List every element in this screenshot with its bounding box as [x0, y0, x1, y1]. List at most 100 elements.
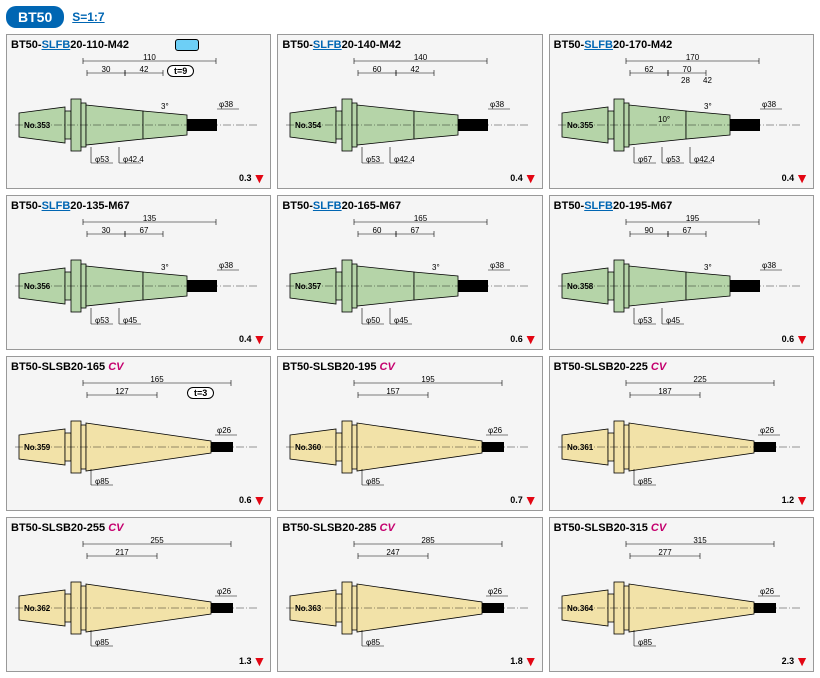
weight-indicator: 0.6▼: [782, 331, 809, 347]
part-cell: BT50-SLFB20-110-M4211030423°φ38No.353φ53…: [6, 34, 271, 189]
svg-text:42: 42: [411, 65, 420, 74]
weight-indicator: 2.3▼: [782, 653, 809, 669]
svg-text:67: 67: [682, 226, 691, 235]
t-badge: t=3: [187, 387, 214, 399]
svg-text:φ53: φ53: [366, 155, 381, 164]
part-number: BT50-SLFB20-195-M67: [554, 200, 809, 212]
weight-indicator: 1.3▼: [239, 653, 266, 669]
svg-text:3°: 3°: [161, 102, 169, 111]
part-number: BT50-SLSB20-315 CV: [554, 522, 809, 534]
svg-text:217: 217: [115, 548, 129, 557]
svg-text:φ85: φ85: [95, 477, 110, 486]
holder-svg: 165127φ26No.359φ85: [11, 375, 263, 493]
svg-text:φ42.4: φ42.4: [694, 155, 715, 164]
part-cell: BT50-SLSB20-255 CV255217φ26No.362φ851.3▼: [6, 517, 271, 672]
svg-text:φ85: φ85: [366, 638, 381, 647]
part-number: BT50-SLFB20-110-M42: [11, 39, 266, 51]
svg-text:60: 60: [373, 65, 382, 74]
svg-text:φ85: φ85: [638, 638, 653, 647]
svg-text:φ53: φ53: [95, 155, 110, 164]
svg-text:225: 225: [693, 375, 707, 384]
holder-svg: 19590673°φ38No.358φ53φ45: [554, 214, 806, 332]
svg-text:3°: 3°: [161, 263, 169, 272]
part-cell: BT50-SLSB20-225 CV225187φ26No.361φ851.2▼: [549, 356, 814, 511]
svg-text:3°: 3°: [704, 263, 712, 272]
svg-text:140: 140: [414, 53, 428, 62]
svg-text:315: 315: [693, 536, 707, 545]
svg-text:No.362: No.362: [24, 604, 51, 613]
svg-text:165: 165: [150, 375, 164, 384]
svg-text:φ45: φ45: [666, 316, 681, 325]
svg-text:135: 135: [143, 214, 157, 223]
holder-svg: 285247φ26No.363φ85: [282, 536, 534, 654]
svg-text:127: 127: [115, 387, 129, 396]
svg-text:67: 67: [411, 226, 420, 235]
svg-text:φ38: φ38: [219, 261, 234, 270]
svg-text:φ42.4: φ42.4: [394, 155, 415, 164]
part-grid: BT50-SLFB20-110-M4211030423°φ38No.353φ53…: [6, 34, 814, 672]
svg-text:φ26: φ26: [217, 426, 232, 435]
svg-text:φ26: φ26: [488, 587, 503, 596]
svg-text:3°: 3°: [704, 102, 712, 111]
part-cell: BT50-SLSB20-195 CV195157φ26No.360φ850.7▼: [277, 356, 542, 511]
svg-text:No.356: No.356: [24, 282, 51, 291]
part-number: BT50-SLFB20-165-M67: [282, 200, 537, 212]
bt-badge: BT50: [6, 6, 64, 28]
part-cell: BT50-SLSB20-285 CV285247φ26No.363φ851.8▼: [277, 517, 542, 672]
scale-label: S=1:7: [72, 10, 104, 24]
svg-text:φ67: φ67: [638, 155, 653, 164]
svg-text:42: 42: [140, 65, 149, 74]
svg-text:60: 60: [373, 226, 382, 235]
weight-indicator: 0.4▼: [782, 170, 809, 186]
svg-text:30: 30: [102, 226, 111, 235]
svg-text:28: 28: [681, 76, 690, 85]
weight-indicator: 0.3▼: [239, 170, 266, 186]
svg-text:62: 62: [644, 65, 653, 74]
weight-indicator: 0.6▼: [239, 492, 266, 508]
part-cell: BT50-SLSB20-315 CV315277φ26No.364φ852.3▼: [549, 517, 814, 672]
part-number: BT50-SLSB20-165 CV: [11, 361, 266, 373]
svg-text:195: 195: [422, 375, 436, 384]
svg-text:110: 110: [143, 53, 156, 62]
holder-svg: 13530673°φ38No.356φ53φ45: [11, 214, 263, 332]
part-cell: BT50-SLFB20-140-M421406042φ38No.354φ53φ4…: [277, 34, 542, 189]
svg-text:90: 90: [644, 226, 653, 235]
svg-text:No.358: No.358: [567, 282, 594, 291]
svg-text:φ45: φ45: [394, 316, 409, 325]
svg-text:67: 67: [140, 226, 149, 235]
svg-text:No.357: No.357: [295, 282, 322, 291]
header: BT50 S=1:7: [6, 6, 814, 28]
svg-text:42: 42: [703, 76, 712, 85]
weight-indicator: 0.6▼: [510, 331, 537, 347]
svg-text:φ85: φ85: [638, 477, 653, 486]
holder-svg: 225 187 φ26 No.361 φ85: [554, 375, 806, 493]
part-number: BT50-SLSB20-195 CV: [282, 361, 537, 373]
svg-text:285: 285: [422, 536, 436, 545]
holder-svg: 255217φ26No.362φ85: [11, 536, 263, 654]
svg-text:φ38: φ38: [490, 261, 505, 270]
svg-text:3°: 3°: [432, 263, 440, 272]
weight-indicator: 0.7▼: [510, 492, 537, 508]
svg-text:φ38: φ38: [219, 100, 234, 109]
holder-svg: 1406042φ38No.354φ53φ42.4: [282, 53, 534, 171]
svg-text:No.355: No.355: [567, 121, 594, 130]
part-number: BT50-SLFB20-135-M67: [11, 200, 266, 212]
holder-svg: 11030423°φ38No.353φ53φ42.4: [11, 53, 263, 171]
svg-text:187: 187: [658, 387, 672, 396]
svg-text:φ53: φ53: [666, 155, 681, 164]
svg-text:No.361: No.361: [567, 443, 594, 452]
weight-indicator: 1.8▼: [510, 653, 537, 669]
svg-text:φ26: φ26: [760, 426, 775, 435]
part-cell: BT50-SLFB20-135-M6713530673°φ38No.356φ53…: [6, 195, 271, 350]
svg-text:255: 255: [150, 536, 164, 545]
svg-text:φ26: φ26: [488, 426, 503, 435]
svg-text:φ50: φ50: [366, 316, 381, 325]
svg-text:φ85: φ85: [366, 477, 381, 486]
svg-text:No.354: No.354: [295, 121, 322, 130]
holder-svg: 16560673°φ38No.357φ50φ45: [282, 214, 534, 332]
part-number: BT50-SLSB20-255 CV: [11, 522, 266, 534]
svg-text:No.363: No.363: [295, 604, 322, 613]
svg-text:φ85: φ85: [95, 638, 110, 647]
svg-text:277: 277: [658, 548, 672, 557]
weight-indicator: 0.4▼: [510, 170, 537, 186]
